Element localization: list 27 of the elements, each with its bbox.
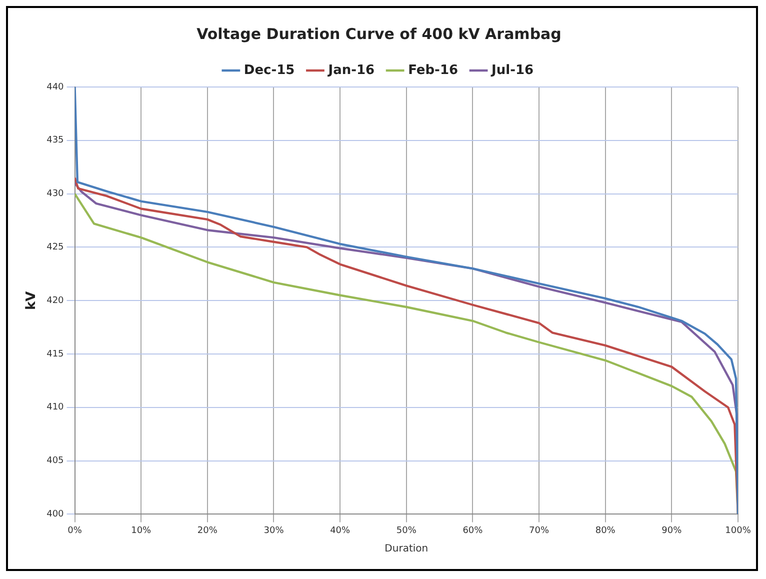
x-tick-label: 30% xyxy=(264,526,284,536)
legend-label: Jul-16 xyxy=(490,62,534,78)
chart-title: Voltage Duration Curve of 400 kV Arambag xyxy=(196,24,562,43)
y-axis-title: kV xyxy=(24,291,40,310)
x-tick-label: 50% xyxy=(396,526,417,536)
x-tick-label: 10% xyxy=(131,526,152,536)
x-tick-label: 100% xyxy=(725,526,752,536)
x-tick-label: 20% xyxy=(197,526,218,536)
y-tick-label: 440 xyxy=(46,82,64,92)
y-tick-label: 410 xyxy=(46,402,64,413)
y-tick-label: 400 xyxy=(46,510,64,520)
x-tick-label: 90% xyxy=(662,526,682,536)
x-tick-label: 70% xyxy=(529,526,550,536)
y-tick-label: 435 xyxy=(46,136,64,146)
y-tick-label: 420 xyxy=(46,296,64,306)
x-tick-label: 60% xyxy=(462,526,484,536)
legend-label: Jan-16 xyxy=(327,62,375,78)
x-tick-label: 40% xyxy=(330,526,351,536)
x-axis-title: Duration xyxy=(384,544,428,555)
y-tick-label: 425 xyxy=(46,242,64,253)
legend-label: Feb-16 xyxy=(408,62,458,78)
y-tick-label: 405 xyxy=(46,456,64,466)
y-tick-label: 430 xyxy=(46,189,64,200)
y-tick-label: 415 xyxy=(46,349,64,360)
x-tick-label: 0% xyxy=(68,526,82,536)
x-tick-label: 80% xyxy=(595,526,616,536)
legend-label: Dec-15 xyxy=(244,62,295,78)
